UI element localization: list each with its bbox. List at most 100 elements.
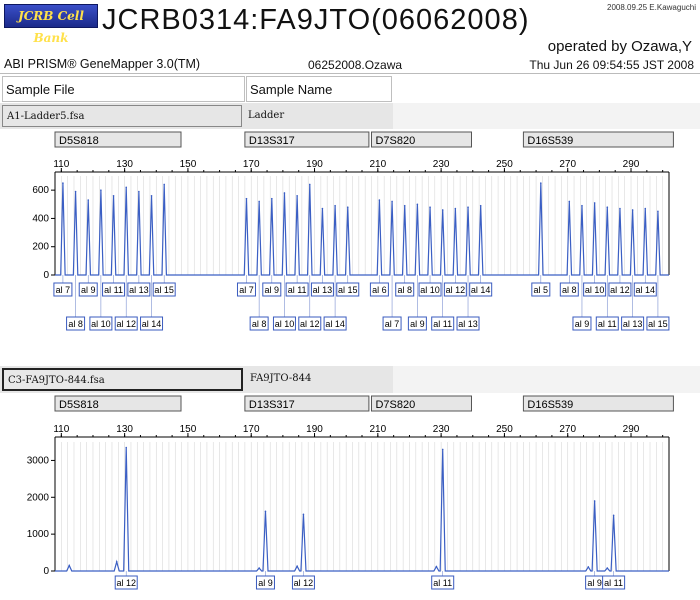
allele-label: al 8 [559,275,579,297]
allele-label: al 11 [595,275,619,331]
marker-box: D13S317 [244,395,370,412]
allele-text: al 14 [471,285,491,295]
peak-apex [391,200,393,203]
allele-text: al 13 [458,319,478,329]
sample-file-cell[interactable]: A1-Ladder5.fsa [2,105,242,127]
allele-text: al 14 [325,319,345,329]
marker-label: D13S317 [249,135,295,147]
x-tick-label: 290 [623,159,640,170]
allele-box [255,575,275,590]
x-tick-label: 190 [306,424,323,435]
allele-text: al 12 [610,285,630,295]
peak-apex [270,197,273,200]
allele-text: al 9 [410,319,425,329]
allele-label: al 11 [431,571,455,590]
peak-apex [593,500,596,502]
allele-box [236,282,256,297]
column-header-sample-name[interactable]: Sample Name [246,76,392,102]
allele-text: al 9 [575,319,590,329]
x-tick-label: 170 [243,159,260,170]
allele-label: al 13 [310,275,334,297]
peak-apex [644,207,647,210]
allele-text: al 8 [252,319,267,329]
allele-label: al 13 [621,275,645,331]
x-tick-label: 250 [496,159,513,170]
peak-apex [264,510,267,513]
allele-text: al 15 [154,285,174,295]
sample-name-cell: Ladder [248,110,285,121]
allele-text: al 9 [587,578,602,588]
allele-label: al 15 [646,275,670,331]
allele-text: al 15 [338,285,358,295]
allele-text: al 11 [288,285,307,295]
allele-text: al 8 [68,319,83,329]
allele-box [285,282,309,297]
allele-box [382,316,402,331]
allele-text: al 11 [433,319,452,329]
peak-apex [62,182,64,184]
marker-label: D7S820 [375,135,415,147]
row-filler [393,103,700,129]
peak-apex [416,203,419,206]
peak-apex [441,209,444,211]
allele-box [66,316,86,331]
peak-apex [100,189,102,191]
allele-text: al 11 [433,578,452,588]
jcrb-logo: JCRB Cell Bank [4,4,98,45]
allele-text: al 7 [239,285,254,295]
peak-apex [631,209,634,211]
marker-rect [370,395,472,412]
sample-file-cell[interactable]: C3-FA9JTO-844.fsa [2,368,243,391]
peak-apex [378,199,381,201]
allele-text: al 12 [116,319,136,329]
operator-text: operated by Ozawa,Y [547,38,692,55]
allele-text: al 14 [142,319,162,329]
peak-apex [403,204,406,207]
marker-rect [522,131,674,148]
allele-text: al 15 [648,319,668,329]
peak-apex [245,197,248,200]
peak-apex [568,200,571,203]
allele-box [595,316,619,331]
allele-label: al 10 [272,275,296,331]
allele-box [272,316,296,331]
allele-text: al 7 [385,319,400,329]
allele-box [431,575,455,590]
peak-apex [612,514,615,517]
x-tick-label: 230 [433,159,450,170]
x-tick-label: 270 [559,424,576,435]
marker-rect [54,131,182,148]
allele-text: al 9 [265,285,280,295]
allele-box [78,282,98,297]
allele-box [395,282,415,297]
allele-text: al 11 [104,285,123,295]
allele-text: al 13 [313,285,333,295]
column-header-sample-file[interactable]: Sample File [2,76,245,102]
allele-label: al 10 [418,275,442,297]
allele-box [152,282,176,297]
allele-box [602,575,626,590]
peak-apex [138,190,140,193]
allele-label: al 12 [114,571,138,590]
allele-label: al 11 [431,275,455,331]
allele-label: al 8 [249,275,269,331]
y-tick-label: 1000 [27,529,50,540]
allele-box [249,316,269,331]
run-datetime: Thu Jun 26 09:54:55 JST 2008 [529,58,694,72]
marker-label: D16S539 [527,399,573,411]
peak-apex [479,204,482,207]
allele-label: al 10 [89,275,113,331]
allele-label: al 15 [336,275,360,297]
peak-apex [258,567,260,569]
marker-rect [522,395,674,412]
peak-apex [68,564,71,567]
y-tick-label: 200 [32,242,49,253]
x-tick-label: 130 [116,424,133,435]
marker-box: D5S818 [54,131,182,148]
y-tick-label: 600 [32,185,49,196]
peak-apex [125,186,128,189]
peak-apex [581,204,583,207]
peak-apex [258,200,260,203]
allele-box [114,575,138,590]
peak-apex [302,513,305,516]
